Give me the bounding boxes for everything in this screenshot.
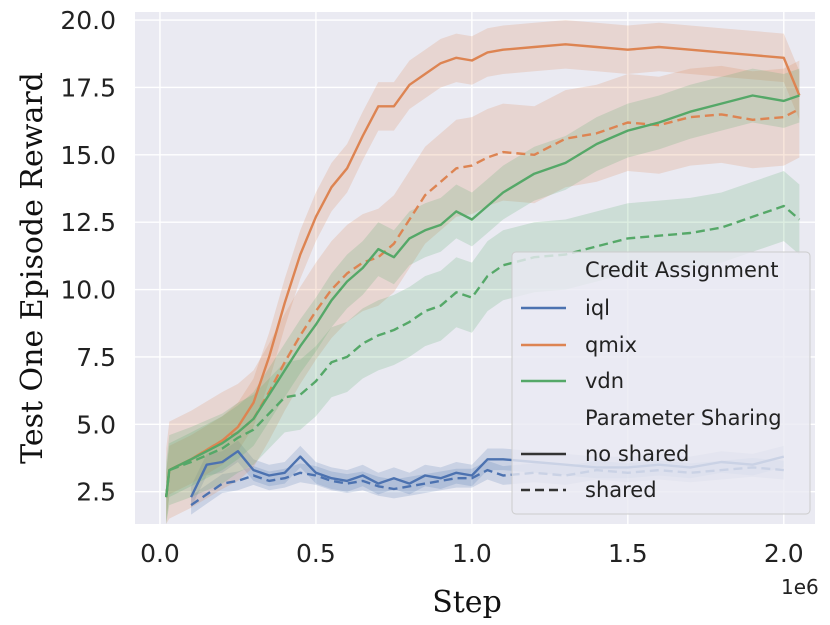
line-iql-shared	[190, 466, 784, 507]
x-tick-label: 0.5	[296, 539, 336, 568]
y-tick-labels: 2.5 5.0 7.5 10.0 12.5 15.0 17.5 20.0	[60, 6, 116, 507]
legend-label-vdn: vdn	[585, 369, 624, 393]
y-tick-label: 5.0	[76, 410, 116, 439]
series-lines	[165, 43, 801, 507]
legend-label-no-shared: no shared	[585, 442, 689, 466]
line-vdn-no-shared	[165, 94, 800, 498]
band-qmix-shared	[166, 60, 800, 524]
x-tick-labels: 0.0 0.5 1.0 1.5 2.0	[140, 539, 804, 568]
x-tick-label: 1.0	[452, 539, 492, 568]
x-axis-label: Step	[432, 585, 502, 620]
x-tick-label: 0.0	[140, 539, 180, 568]
y-tick-label: 12.5	[60, 208, 116, 237]
y-tick-label: 7.5	[76, 343, 116, 372]
y-tick-label: 17.5	[60, 73, 116, 102]
legend-box	[511, 251, 811, 515]
x-tick-label: 1.5	[608, 539, 648, 568]
x-multiplier-label: 1e6	[781, 575, 819, 599]
legend-label-iql: iql	[585, 296, 610, 320]
legend-title-parameter-sharing: Parameter Sharing	[585, 406, 782, 430]
legend: Credit Assignment iql qmix vdn Parameter…	[511, 251, 811, 515]
band-qmix-no-shared	[166, 20, 800, 522]
line-qmix-no-shared	[165, 43, 801, 498]
legend-label-qmix: qmix	[585, 333, 637, 357]
legend-label-shared: shared	[585, 478, 657, 502]
band-vdn-no-shared	[166, 68, 800, 524]
x-tick-label: 2.0	[764, 539, 804, 568]
y-axis-label: Test One Episode Reward	[15, 72, 50, 464]
y-tick-label: 15.0	[60, 141, 116, 170]
y-tick-label: 20.0	[60, 6, 116, 35]
y-tick-label: 2.5	[76, 478, 116, 507]
line-vdn-shared	[165, 204, 801, 498]
legend-title-credit-assignment: Credit Assignment	[585, 258, 778, 282]
y-tick-label: 10.0	[60, 276, 116, 305]
grid-lines	[135, 12, 815, 524]
